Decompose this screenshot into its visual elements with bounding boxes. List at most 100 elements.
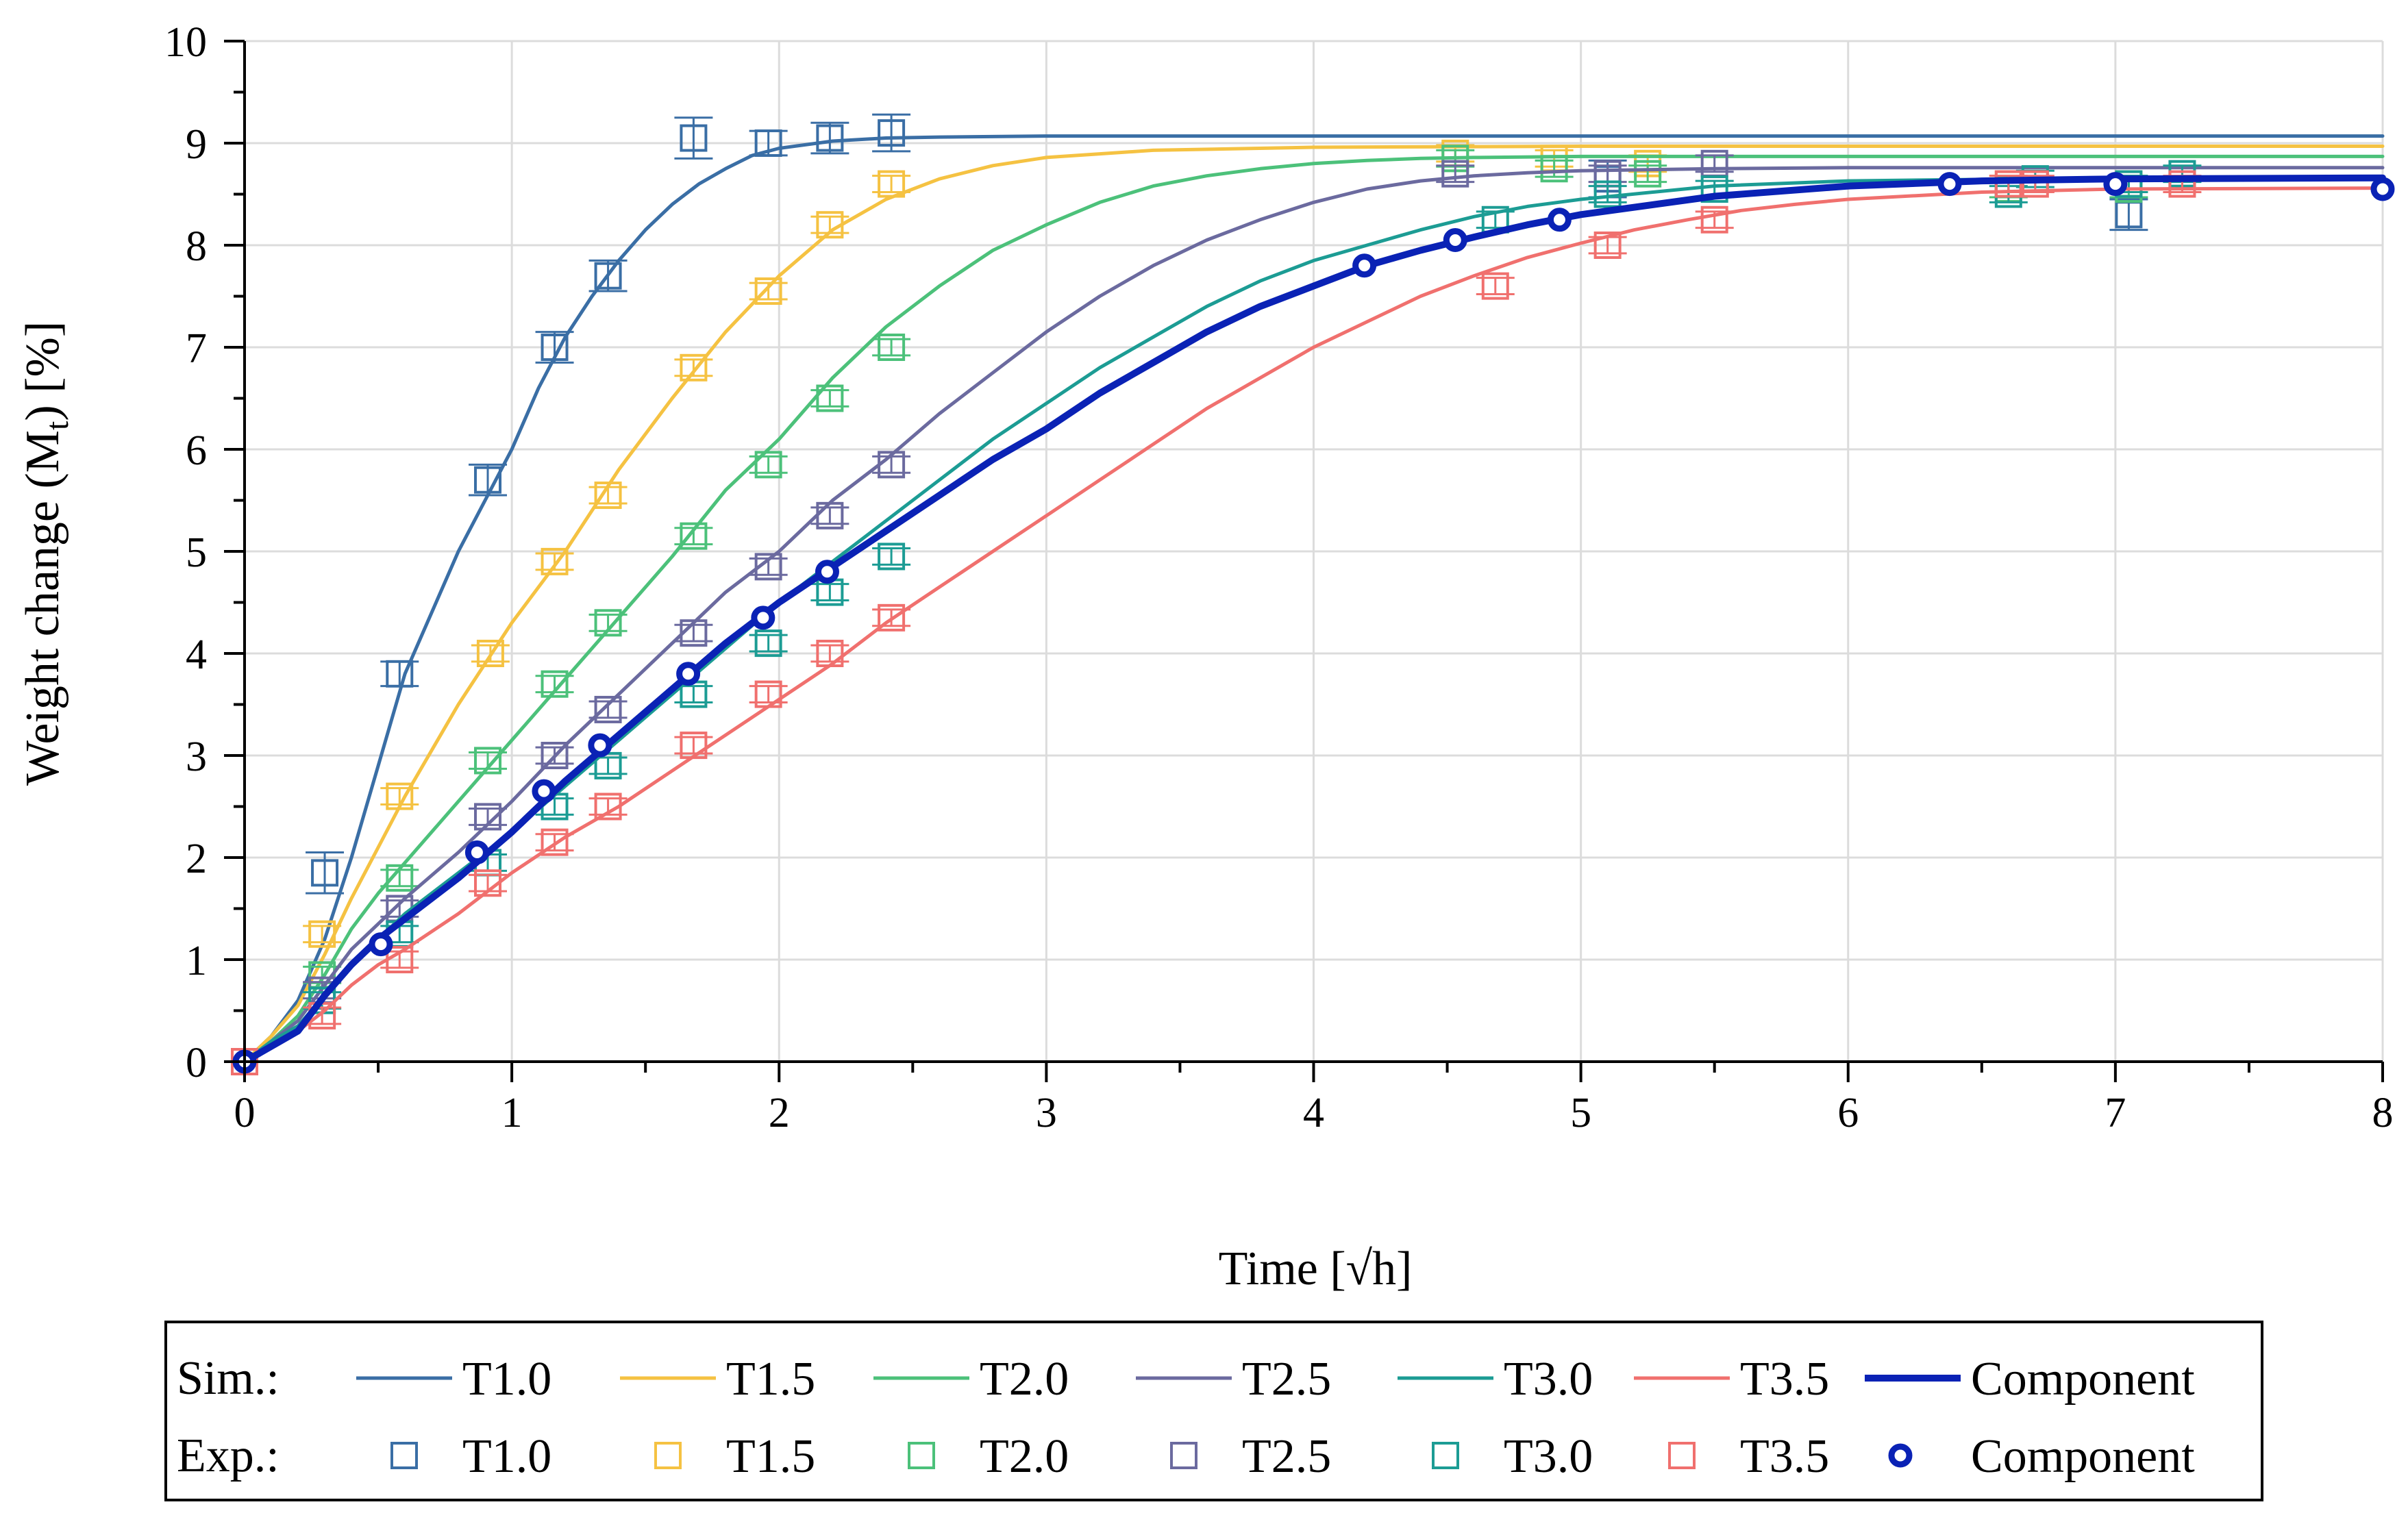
exp-point — [754, 277, 782, 305]
legend-sim-label: T2.5 — [1242, 1353, 1331, 1406]
y-axis-title-sub: t — [39, 421, 75, 430]
legend-exp-label: T2.5 — [1242, 1430, 1331, 1483]
exp-point — [464, 840, 489, 865]
exp-point — [311, 859, 339, 887]
exp-point — [308, 920, 336, 948]
axes — [224, 40, 2384, 1082]
exp-point — [474, 869, 502, 897]
legend-exp-label: Component — [1971, 1430, 2195, 1483]
legend-sim-label: T1.0 — [462, 1353, 551, 1406]
x-axis-title: Time [√h] — [1219, 1242, 1413, 1295]
exp-point — [816, 124, 844, 152]
exp-point — [594, 482, 622, 510]
exp-point — [594, 792, 622, 821]
exp-point — [816, 211, 844, 239]
exp-point — [541, 547, 569, 575]
series-t3-5 — [231, 170, 2385, 1075]
y-axis-title-suffix: ) [%] — [16, 321, 69, 421]
legend-sim-label: T2.0 — [980, 1353, 1069, 1406]
x-tick-label: 1 — [501, 1090, 523, 1136]
legend-exp-marker — [1432, 1442, 1459, 1469]
x-tick-label: 5 — [1570, 1090, 1591, 1136]
legend-exp-label: T3.0 — [1504, 1430, 1593, 1483]
exp-point — [1593, 232, 1622, 259]
exp-point — [476, 640, 504, 667]
exp-point — [594, 262, 622, 290]
x-tick-label: 6 — [1837, 1090, 1859, 1136]
sim-line — [243, 145, 2385, 1064]
exp-point — [878, 119, 906, 147]
exp-point — [680, 353, 708, 382]
exp-point — [676, 662, 701, 686]
exp-point — [680, 619, 708, 647]
exp-point — [815, 560, 839, 584]
exp-point — [1937, 172, 1962, 197]
legend-entries: T1.0 T1.0 T1.5 T1.5 T2.0 T2.0 T2.5 T2.5 T3.0 T3.0… — [356, 1353, 2195, 1483]
exp-point — [541, 828, 569, 856]
exp-point — [1593, 180, 1622, 208]
exp-point — [2370, 177, 2395, 201]
legend-sim-label: T3.5 — [1740, 1353, 1829, 1406]
exp-point — [474, 747, 502, 775]
legend-exp-marker — [390, 1442, 418, 1469]
exp-point — [541, 670, 569, 698]
legend: Sim.: Exp.: T1.0 T1.0 T1.5 T1.5 T2.0 T2.0 T2.5… — [164, 1321, 2263, 1501]
x-tick-label: 0 — [234, 1090, 256, 1136]
exp-point — [878, 603, 906, 632]
exp-point — [1700, 205, 1728, 234]
x-tick-label: 4 — [1303, 1090, 1324, 1136]
y-tick-label: 3 — [186, 734, 207, 780]
exp-point — [2103, 172, 2128, 197]
exp-point — [2021, 170, 2049, 198]
exp-point — [878, 334, 906, 361]
y-tick-label: 10 — [164, 19, 207, 66]
legend-sim-label: Component — [1971, 1353, 2195, 1406]
exp-point — [1443, 228, 1467, 253]
exp-point — [680, 124, 708, 152]
exp-point — [588, 733, 612, 758]
exp-point — [1540, 155, 1568, 183]
sim-line — [243, 134, 2385, 1064]
exp-point — [1547, 208, 1572, 232]
y-tick-label: 4 — [186, 632, 207, 678]
exp-point — [541, 334, 569, 361]
exp-point — [754, 451, 782, 479]
x-tick-label: 7 — [2105, 1090, 2126, 1136]
x-tick-label: 2 — [769, 1090, 790, 1136]
exp-point — [386, 946, 414, 973]
sim-line — [243, 186, 2385, 1064]
series-t1-5 — [231, 139, 2385, 1075]
legend-exp-label: T1.5 — [726, 1430, 815, 1483]
sim-line — [243, 166, 2385, 1064]
y-axis-title-main: Weight change (M — [16, 430, 69, 786]
series-t1-0 — [231, 113, 2385, 1075]
exp-point — [594, 609, 622, 637]
exp-point — [1441, 160, 1469, 188]
y-tick-label: 9 — [186, 121, 207, 168]
exp-point — [1352, 253, 1377, 278]
exp-point — [2168, 170, 2196, 198]
exp-point — [594, 695, 622, 723]
exp-point — [532, 779, 556, 803]
exp-point — [816, 501, 844, 529]
y-tick-label: 8 — [186, 223, 207, 270]
exp-point — [754, 553, 782, 581]
exp-point — [878, 542, 906, 571]
exp-point — [386, 782, 414, 810]
exp-point — [369, 932, 393, 957]
legend-sim-label: T3.0 — [1504, 1353, 1593, 1406]
legend-exp-marker — [908, 1442, 935, 1469]
legend-exp-marker — [1170, 1442, 1197, 1469]
y-tick-label: 0 — [186, 1040, 207, 1086]
y-tick-label: 5 — [186, 529, 207, 576]
legend-exp-marker — [1668, 1442, 1696, 1469]
y-tick-label: 1 — [186, 938, 207, 984]
y-tick-label: 6 — [186, 427, 207, 474]
sim-line — [243, 154, 2385, 1064]
exp-point — [386, 660, 414, 688]
exp-point — [754, 629, 782, 658]
exp-point — [474, 803, 502, 831]
legend-exp-label: T2.0 — [980, 1430, 1069, 1483]
series-t3-0 — [231, 160, 2385, 1075]
